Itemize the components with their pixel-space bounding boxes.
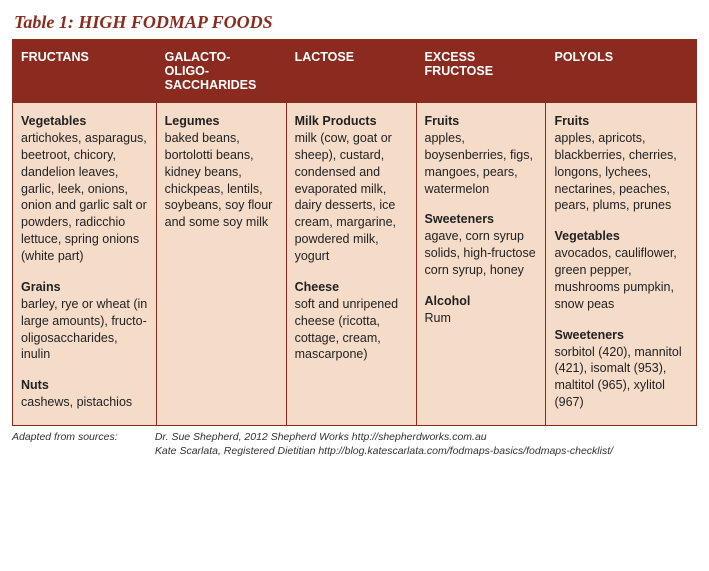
food-group: Milk Productsmilk (cow, goat or sheep), …: [295, 113, 408, 265]
header-lactose: LACTOSE: [286, 40, 416, 103]
food-group: Nutscashews, pistachios: [21, 377, 148, 411]
footer: Adapted from sources: Dr. Sue Shepherd, …: [12, 430, 697, 458]
group-text: barley, rye or wheat (in large amounts),…: [21, 297, 147, 362]
food-group: Vegetablesartichokes, asparagus, beetroo…: [21, 113, 148, 265]
footer-label: Adapted from sources:: [12, 430, 152, 444]
group-text: sorbitol (420), mannitol (421), isomalt …: [554, 345, 681, 410]
food-group: Fruitsapples, boysenberries, figs, mango…: [425, 113, 538, 197]
group-heading: Fruits: [554, 113, 688, 130]
group-heading: Legumes: [165, 113, 278, 130]
group-text: apples, boysenberries, figs, mangoes, pe…: [425, 131, 533, 196]
cell-polyols: Fruitsapples, apricots, blackberries, ch…: [546, 103, 697, 426]
food-group: Grainsbarley, rye or wheat (in large amo…: [21, 279, 148, 363]
group-text: agave, corn syrup solids, high-fructose …: [425, 229, 536, 277]
footer-line1: Dr. Sue Shepherd, 2012 Shepherd Works ht…: [155, 431, 487, 443]
group-text: Rum: [425, 311, 451, 325]
group-heading: Vegetables: [554, 228, 688, 245]
food-group: Sweetenersagave, corn syrup solids, high…: [425, 211, 538, 279]
group-heading: Cheese: [295, 279, 408, 296]
group-heading: Vegetables: [21, 113, 148, 130]
footer-line2: Kate Scarlata, Registered Dietitian http…: [155, 445, 613, 457]
group-text: artichokes, asparagus, beetroot, chicory…: [21, 131, 147, 263]
header-polyols: POLYOLS: [546, 40, 697, 103]
food-group: Cheesesoft and unripened cheese (ricotta…: [295, 279, 408, 363]
group-text: cashews, pistachios: [21, 395, 132, 409]
group-heading: Grains: [21, 279, 148, 296]
group-heading: Fruits: [425, 113, 538, 130]
cell-lactose: Milk Productsmilk (cow, goat or sheep), …: [286, 103, 416, 426]
group-text: apples, apricots, blackberries, cherries…: [554, 131, 676, 213]
header-fructose: EXCESS FRUCTOSE: [416, 40, 546, 103]
group-text: avocados, cauliflower, green pepper, mus…: [554, 246, 676, 311]
group-heading: Nuts: [21, 377, 148, 394]
food-group: Fruitsapples, apricots, blackberries, ch…: [554, 113, 688, 214]
group-heading: Milk Products: [295, 113, 408, 130]
fodmap-table: FRUCTANS GALACTO- OLIGO-SACCHARIDES LACT…: [12, 39, 697, 426]
cell-fructans: Vegetablesartichokes, asparagus, beetroo…: [13, 103, 157, 426]
group-text: baked beans, bortolotti beans, kidney be…: [165, 131, 273, 229]
food-group: Legumesbaked beans, bortolotti beans, ki…: [165, 113, 278, 231]
body-row: Vegetablesartichokes, asparagus, beetroo…: [13, 103, 697, 426]
footer-sources: Dr. Sue Shepherd, 2012 Shepherd Works ht…: [155, 430, 613, 458]
food-group: Vegetablesavocados, cauliflower, green p…: [554, 228, 688, 312]
cell-fructose: Fruitsapples, boysenberries, figs, mango…: [416, 103, 546, 426]
table-title: Table 1: HIGH FODMAP FOODS: [14, 12, 697, 33]
group-heading: Alcohol: [425, 293, 538, 310]
food-group: Sweetenerssorbitol (420), mannitol (421)…: [554, 327, 688, 411]
group-text: milk (cow, goat or sheep), custard, cond…: [295, 131, 396, 263]
group-heading: Sweeteners: [554, 327, 688, 344]
group-heading: Sweeteners: [425, 211, 538, 228]
header-fructans: FRUCTANS: [13, 40, 157, 103]
cell-gos: Legumesbaked beans, bortolotti beans, ki…: [156, 103, 286, 426]
food-group: AlcoholRum: [425, 293, 538, 327]
group-text: soft and unripened cheese (ricotta, cott…: [295, 297, 399, 362]
header-gos: GALACTO- OLIGO-SACCHARIDES: [156, 40, 286, 103]
header-row: FRUCTANS GALACTO- OLIGO-SACCHARIDES LACT…: [13, 40, 697, 103]
